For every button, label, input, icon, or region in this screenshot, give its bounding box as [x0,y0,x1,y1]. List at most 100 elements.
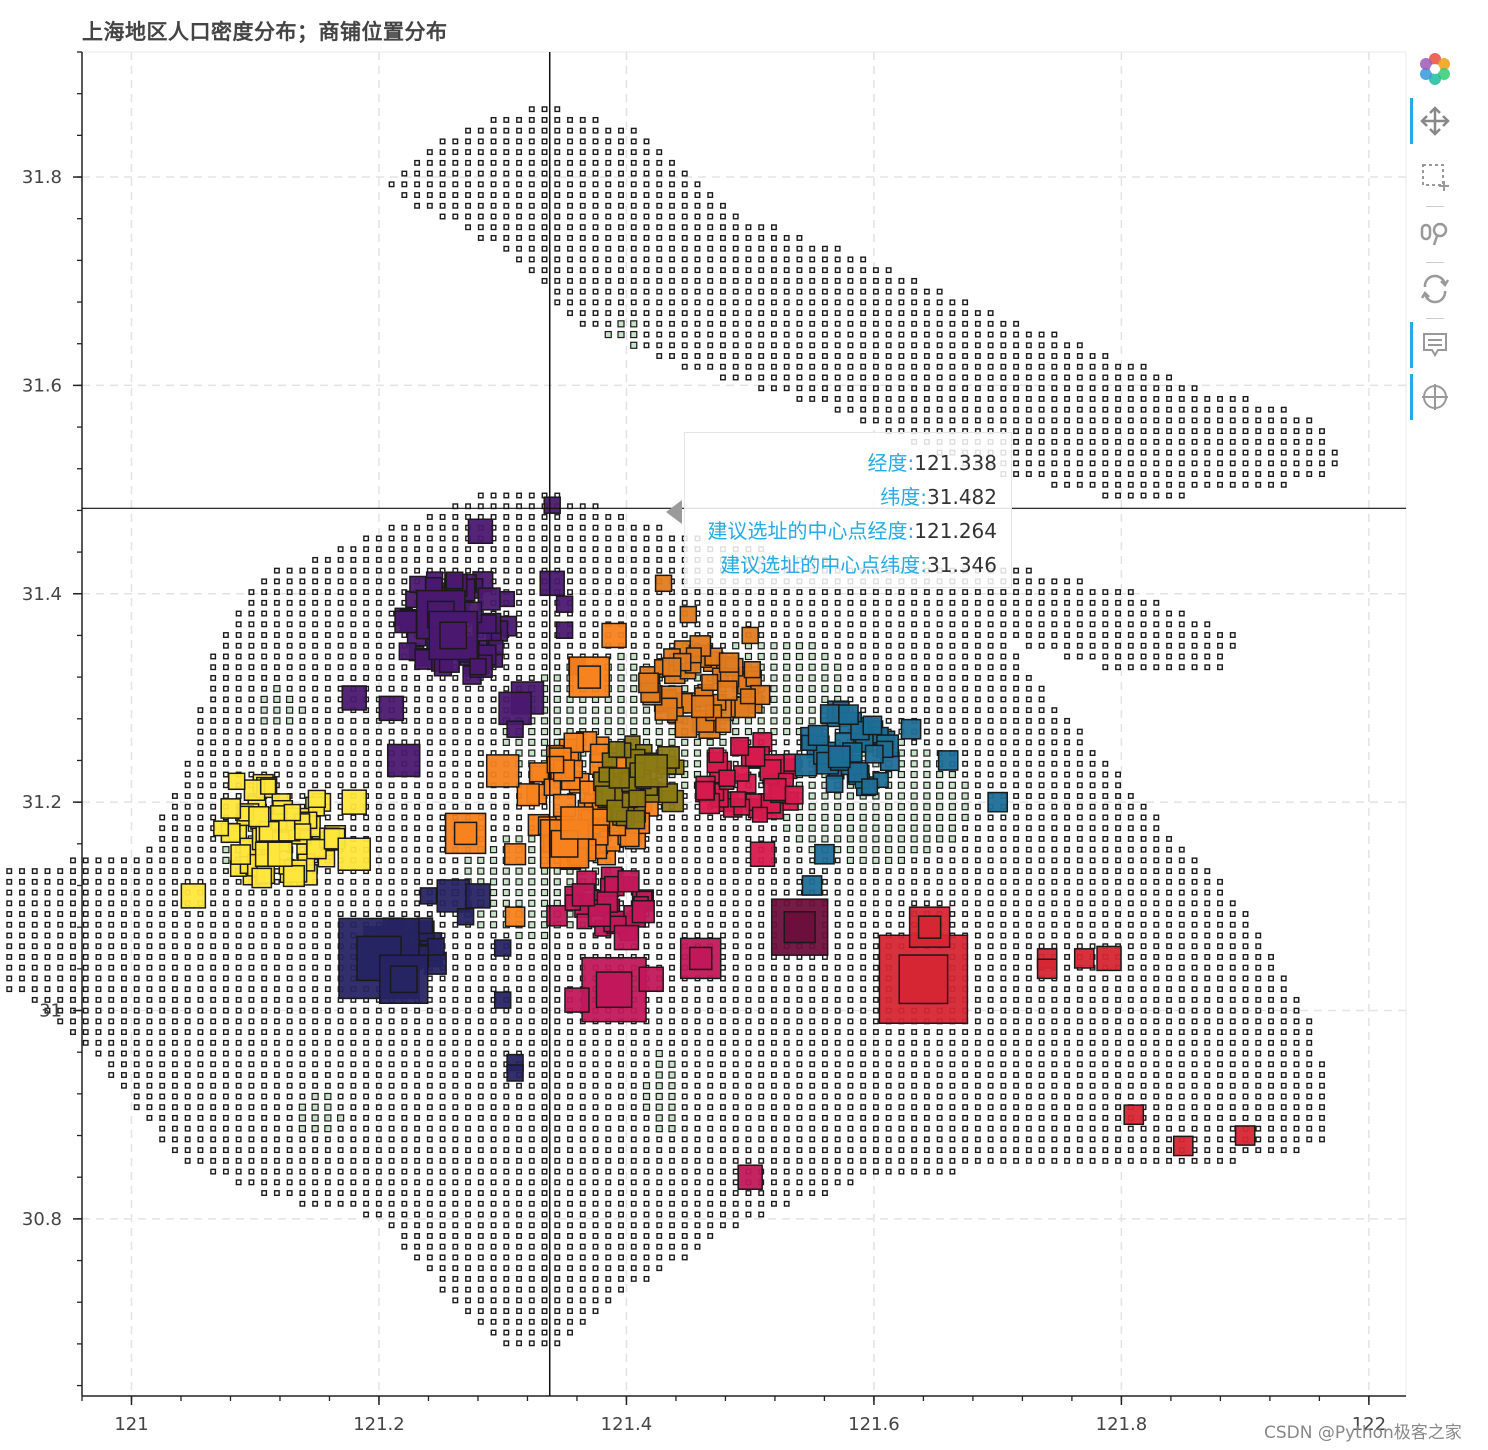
density-square [936,878,943,885]
density-square [567,975,573,982]
density-square [758,310,765,317]
density-square [809,1007,816,1014]
density-square [796,632,803,638]
density-square [911,1050,918,1057]
density-square [694,911,701,917]
density-square [554,1082,561,1089]
density-square [19,975,25,982]
density-square [630,1179,637,1186]
density-square [197,964,204,971]
density-square [579,1297,586,1304]
density-square [567,1061,573,1068]
density-square [312,567,319,574]
density-square [770,975,777,982]
density-square [414,1157,421,1164]
density-square [388,1061,395,1068]
density-square [885,1061,892,1068]
density-square [732,846,739,853]
density-square [553,685,561,693]
density-square [184,1136,191,1143]
density-square [261,674,268,681]
density-square [720,1200,726,1207]
density-square [426,202,433,209]
density-square [108,975,115,982]
density-square [618,149,624,156]
density-square [592,202,599,209]
density-square [872,374,879,381]
density-square [745,868,752,875]
density-square [324,653,331,660]
density-square [669,825,675,832]
density-square [898,900,905,907]
density-square [770,224,777,231]
density-square [630,1200,637,1207]
density-square [273,1147,280,1154]
density-square [465,192,472,198]
density-square [44,1007,51,1014]
density-square [618,1136,624,1143]
density-square [847,1157,854,1164]
density-square [477,546,484,553]
density-square [808,642,816,650]
density-square [452,202,459,209]
density-square [795,652,804,661]
density-square [554,1072,561,1078]
density-square [834,911,841,917]
density-square [260,695,268,704]
density-square [133,878,140,885]
density-square [363,1093,370,1100]
density-square [949,739,956,746]
density-square [388,599,395,606]
density-square [414,1233,421,1239]
density-square [528,1286,535,1293]
density-square [656,567,663,574]
density-square [911,878,918,885]
density-square [6,943,13,950]
density-square [618,159,624,166]
density-square [949,717,956,724]
density-square [885,813,893,822]
density-square [6,911,13,917]
density-square [707,1147,714,1154]
density-square [872,1007,879,1014]
density-square [31,996,38,1003]
density-square [197,835,204,842]
density-square [337,1039,344,1046]
density-square [477,1082,484,1089]
density-square [248,1104,255,1111]
density-square [630,663,638,671]
density-square [375,771,382,778]
density-square [490,954,497,960]
density-square [210,793,217,799]
density-square [312,921,319,928]
density-square [439,138,446,145]
density-square [414,825,421,832]
density-square [732,320,739,327]
density-square [669,202,675,209]
density-square [248,664,255,671]
density-square [324,868,331,875]
density-square [656,1190,663,1196]
density-square [554,192,561,198]
density-square [834,824,842,832]
density-square [465,1286,472,1293]
density-square [655,738,663,746]
density-square [885,653,892,660]
density-square [299,1007,306,1014]
density-square [222,868,229,875]
density-square [847,1168,854,1175]
density-square [465,1104,472,1111]
density-square [898,707,905,714]
density-square [439,803,446,810]
density-square [248,1114,255,1121]
density-square [643,556,650,563]
density-square [618,1093,624,1100]
density-square [745,825,752,832]
density-square [847,1125,854,1132]
density-square [6,964,13,971]
density-square [758,1007,765,1014]
density-square [528,621,535,628]
density-square [821,320,828,327]
density-square [872,707,879,714]
